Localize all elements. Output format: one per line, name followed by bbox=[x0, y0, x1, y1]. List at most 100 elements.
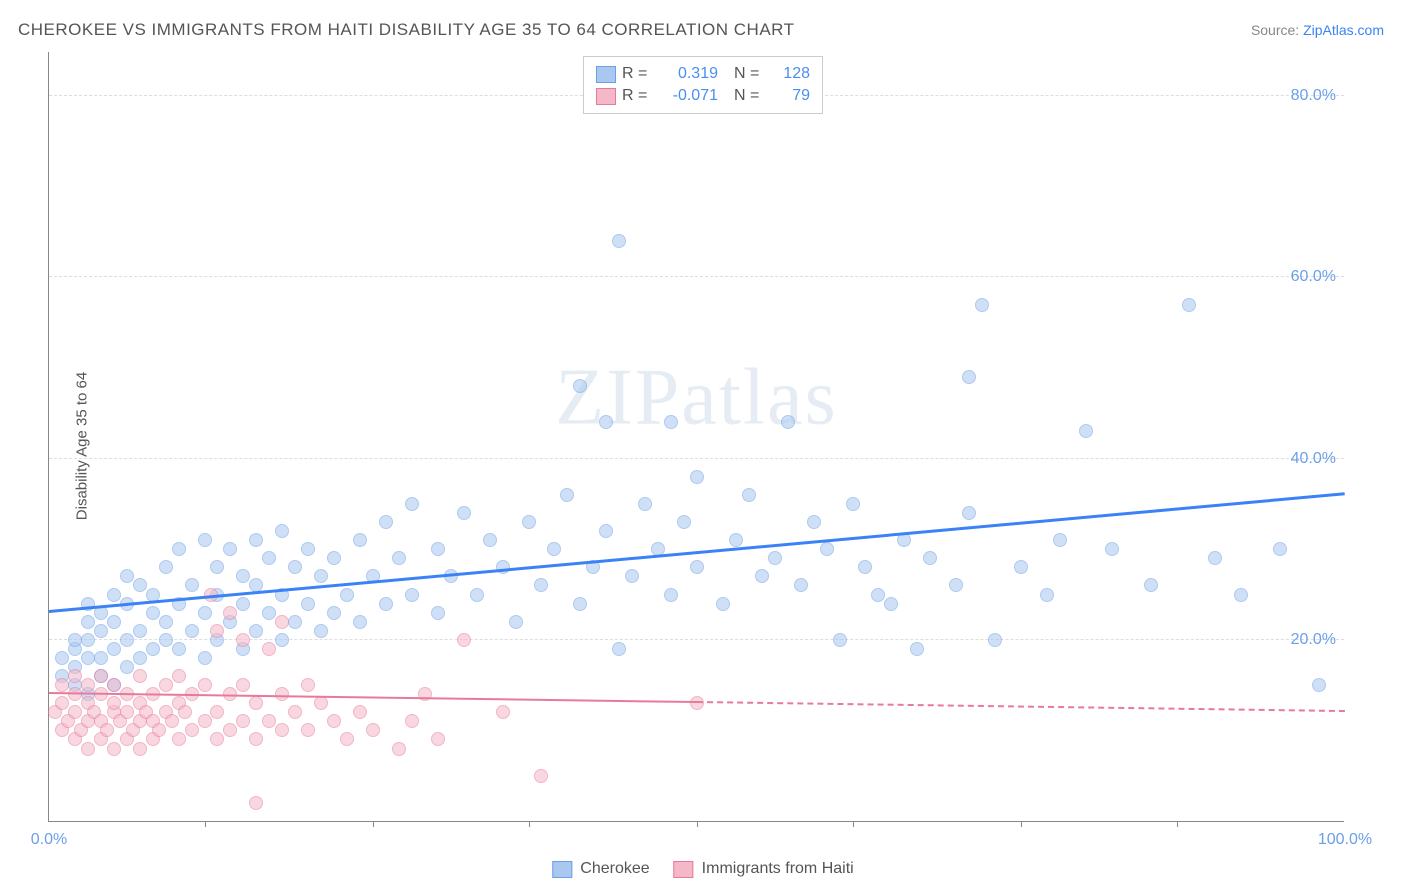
data-point bbox=[327, 551, 341, 565]
x-tick bbox=[529, 821, 530, 827]
data-point bbox=[962, 370, 976, 384]
data-point bbox=[975, 298, 989, 312]
data-point bbox=[275, 687, 289, 701]
data-point bbox=[81, 742, 95, 756]
data-point bbox=[262, 642, 276, 656]
legend-swatch bbox=[596, 88, 616, 105]
data-point bbox=[198, 533, 212, 547]
data-point bbox=[133, 624, 147, 638]
data-point bbox=[107, 678, 121, 692]
data-point bbox=[612, 642, 626, 656]
x-tick bbox=[853, 821, 854, 827]
data-point bbox=[210, 732, 224, 746]
scatter-plot-area: ZIPatlas 20.0%40.0%60.0%80.0%0.0%100.0% bbox=[48, 52, 1344, 822]
data-point bbox=[288, 705, 302, 719]
data-point bbox=[327, 714, 341, 728]
data-point bbox=[210, 705, 224, 719]
data-point bbox=[457, 506, 471, 520]
legend-label: Immigrants from Haiti bbox=[702, 860, 854, 878]
chart-title: CHEROKEE VS IMMIGRANTS FROM HAITI DISABI… bbox=[18, 20, 795, 40]
data-point bbox=[457, 633, 471, 647]
data-point bbox=[547, 542, 561, 556]
data-point bbox=[1040, 588, 1054, 602]
source-prefix: Source: bbox=[1251, 22, 1303, 38]
data-point bbox=[379, 515, 393, 529]
x-tick-label-left: 0.0% bbox=[31, 831, 67, 849]
data-point bbox=[107, 742, 121, 756]
data-point bbox=[210, 560, 224, 574]
data-point bbox=[314, 569, 328, 583]
data-point bbox=[949, 578, 963, 592]
data-point bbox=[107, 588, 121, 602]
data-point bbox=[55, 678, 69, 692]
data-point bbox=[107, 642, 121, 656]
data-point bbox=[146, 642, 160, 656]
data-point bbox=[820, 542, 834, 556]
data-point bbox=[178, 705, 192, 719]
data-point bbox=[379, 597, 393, 611]
data-point bbox=[94, 624, 108, 638]
data-point bbox=[81, 633, 95, 647]
data-point bbox=[81, 615, 95, 629]
x-tick bbox=[1177, 821, 1178, 827]
data-point bbox=[1273, 542, 1287, 556]
data-point bbox=[133, 742, 147, 756]
data-point bbox=[68, 669, 82, 683]
data-point bbox=[94, 669, 108, 683]
data-point bbox=[910, 642, 924, 656]
data-point bbox=[172, 542, 186, 556]
data-point bbox=[55, 696, 69, 710]
data-point bbox=[172, 669, 186, 683]
data-point bbox=[288, 560, 302, 574]
data-point bbox=[301, 597, 315, 611]
data-point bbox=[599, 415, 613, 429]
data-point bbox=[107, 615, 121, 629]
data-point bbox=[470, 588, 484, 602]
data-point bbox=[120, 705, 134, 719]
data-point bbox=[431, 732, 445, 746]
data-point bbox=[1079, 424, 1093, 438]
data-point bbox=[249, 696, 263, 710]
data-point bbox=[340, 588, 354, 602]
data-point bbox=[638, 497, 652, 511]
legend-swatch bbox=[596, 66, 616, 83]
data-point bbox=[405, 497, 419, 511]
source-attribution: Source: ZipAtlas.com bbox=[1251, 22, 1384, 38]
y-tick-label: 40.0% bbox=[1291, 450, 1336, 468]
data-point bbox=[560, 488, 574, 502]
source-link[interactable]: ZipAtlas.com bbox=[1303, 22, 1384, 38]
data-point bbox=[353, 705, 367, 719]
data-point bbox=[690, 560, 704, 574]
data-point bbox=[677, 515, 691, 529]
data-point bbox=[858, 560, 872, 574]
correlation-legend: R =0.319N =128R =-0.071N =79 bbox=[583, 56, 823, 114]
data-point bbox=[781, 415, 795, 429]
data-point bbox=[405, 588, 419, 602]
data-point bbox=[327, 606, 341, 620]
legend-swatch bbox=[674, 861, 694, 878]
data-point bbox=[159, 560, 173, 574]
x-tick bbox=[373, 821, 374, 827]
n-value: 79 bbox=[770, 87, 810, 105]
data-point bbox=[522, 515, 536, 529]
x-tick bbox=[697, 821, 698, 827]
data-point bbox=[664, 415, 678, 429]
data-point bbox=[120, 569, 134, 583]
data-point bbox=[223, 542, 237, 556]
trend-line bbox=[697, 701, 1345, 712]
data-point bbox=[794, 578, 808, 592]
data-point bbox=[94, 651, 108, 665]
data-point bbox=[729, 533, 743, 547]
data-point bbox=[146, 606, 160, 620]
data-point bbox=[249, 533, 263, 547]
n-label: N = bbox=[734, 65, 764, 83]
data-point bbox=[223, 606, 237, 620]
data-point bbox=[509, 615, 523, 629]
watermark-text: ZIPatlas bbox=[555, 353, 838, 444]
data-point bbox=[716, 597, 730, 611]
data-point bbox=[275, 633, 289, 647]
data-point bbox=[185, 578, 199, 592]
data-point bbox=[1053, 533, 1067, 547]
r-label: R = bbox=[622, 87, 652, 105]
data-point bbox=[1182, 298, 1196, 312]
